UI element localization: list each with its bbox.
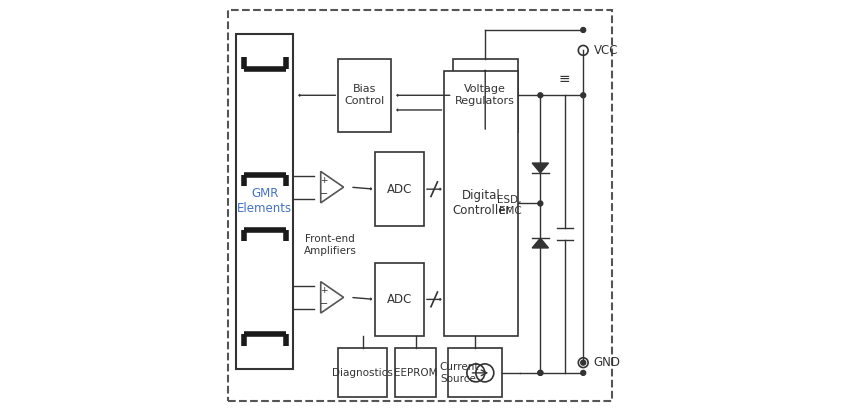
Circle shape: [538, 93, 543, 98]
Text: +: +: [321, 175, 327, 185]
Circle shape: [581, 360, 586, 365]
Text: ≡: ≡: [559, 72, 571, 86]
Text: Bias
Control: Bias Control: [344, 85, 385, 106]
Text: Voltage
Regulators: Voltage Regulators: [455, 85, 516, 106]
Text: ADC: ADC: [387, 182, 412, 196]
FancyBboxPatch shape: [338, 349, 388, 397]
FancyBboxPatch shape: [237, 34, 293, 369]
Text: Diagnostics: Diagnostics: [332, 368, 393, 378]
Text: −: −: [320, 189, 328, 199]
Circle shape: [538, 201, 543, 206]
FancyBboxPatch shape: [444, 71, 518, 336]
Text: ADC: ADC: [387, 293, 412, 306]
Polygon shape: [533, 163, 549, 173]
FancyBboxPatch shape: [395, 349, 436, 397]
Circle shape: [581, 93, 586, 98]
Text: +: +: [321, 286, 327, 295]
Text: GND: GND: [594, 356, 621, 369]
Circle shape: [538, 370, 543, 375]
Circle shape: [581, 28, 586, 32]
Text: Front-end
Amplifiers: Front-end Amplifiers: [304, 234, 356, 256]
FancyBboxPatch shape: [338, 58, 391, 132]
Text: VCC: VCC: [594, 44, 618, 57]
Text: ESD,
EMC: ESD, EMC: [498, 195, 522, 216]
Circle shape: [538, 370, 543, 375]
Text: −: −: [320, 300, 328, 309]
FancyBboxPatch shape: [375, 263, 424, 336]
Text: GMR
Elements: GMR Elements: [237, 187, 293, 215]
FancyBboxPatch shape: [449, 349, 501, 397]
FancyBboxPatch shape: [375, 152, 424, 226]
Text: Digital
Controller: Digital Controller: [452, 189, 510, 217]
Circle shape: [581, 370, 586, 375]
Text: Current
Source: Current Source: [439, 362, 478, 384]
FancyBboxPatch shape: [453, 58, 518, 132]
Polygon shape: [533, 238, 549, 248]
Text: EEPROM: EEPROM: [394, 368, 438, 378]
